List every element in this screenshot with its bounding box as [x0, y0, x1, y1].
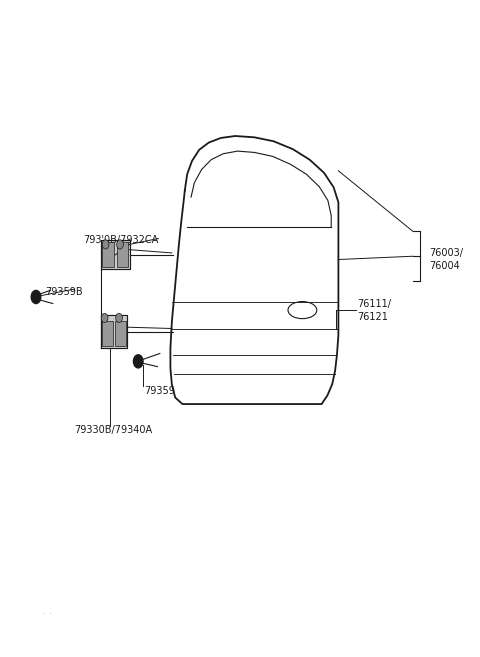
- Circle shape: [117, 240, 123, 249]
- Polygon shape: [101, 315, 127, 348]
- Circle shape: [116, 313, 122, 323]
- Circle shape: [102, 240, 109, 249]
- Bar: [102, 321, 113, 346]
- Text: 76003/: 76003/: [430, 248, 464, 258]
- Text: . .: . .: [43, 606, 53, 616]
- Text: 76111/: 76111/: [358, 298, 392, 309]
- Text: 79330B/79340A: 79330B/79340A: [74, 425, 153, 436]
- Circle shape: [101, 313, 108, 323]
- Text: 79359: 79359: [144, 386, 175, 396]
- Text: 76004: 76004: [430, 261, 460, 271]
- Text: 79359B: 79359B: [46, 287, 83, 298]
- Circle shape: [31, 290, 41, 304]
- Polygon shape: [101, 240, 130, 269]
- Bar: [115, 321, 126, 346]
- Text: 76121: 76121: [358, 311, 388, 322]
- Bar: [102, 242, 114, 267]
- Circle shape: [133, 355, 143, 368]
- Bar: [117, 242, 128, 267]
- Text: 793'0B/7932CA: 793'0B/7932CA: [83, 235, 158, 245]
